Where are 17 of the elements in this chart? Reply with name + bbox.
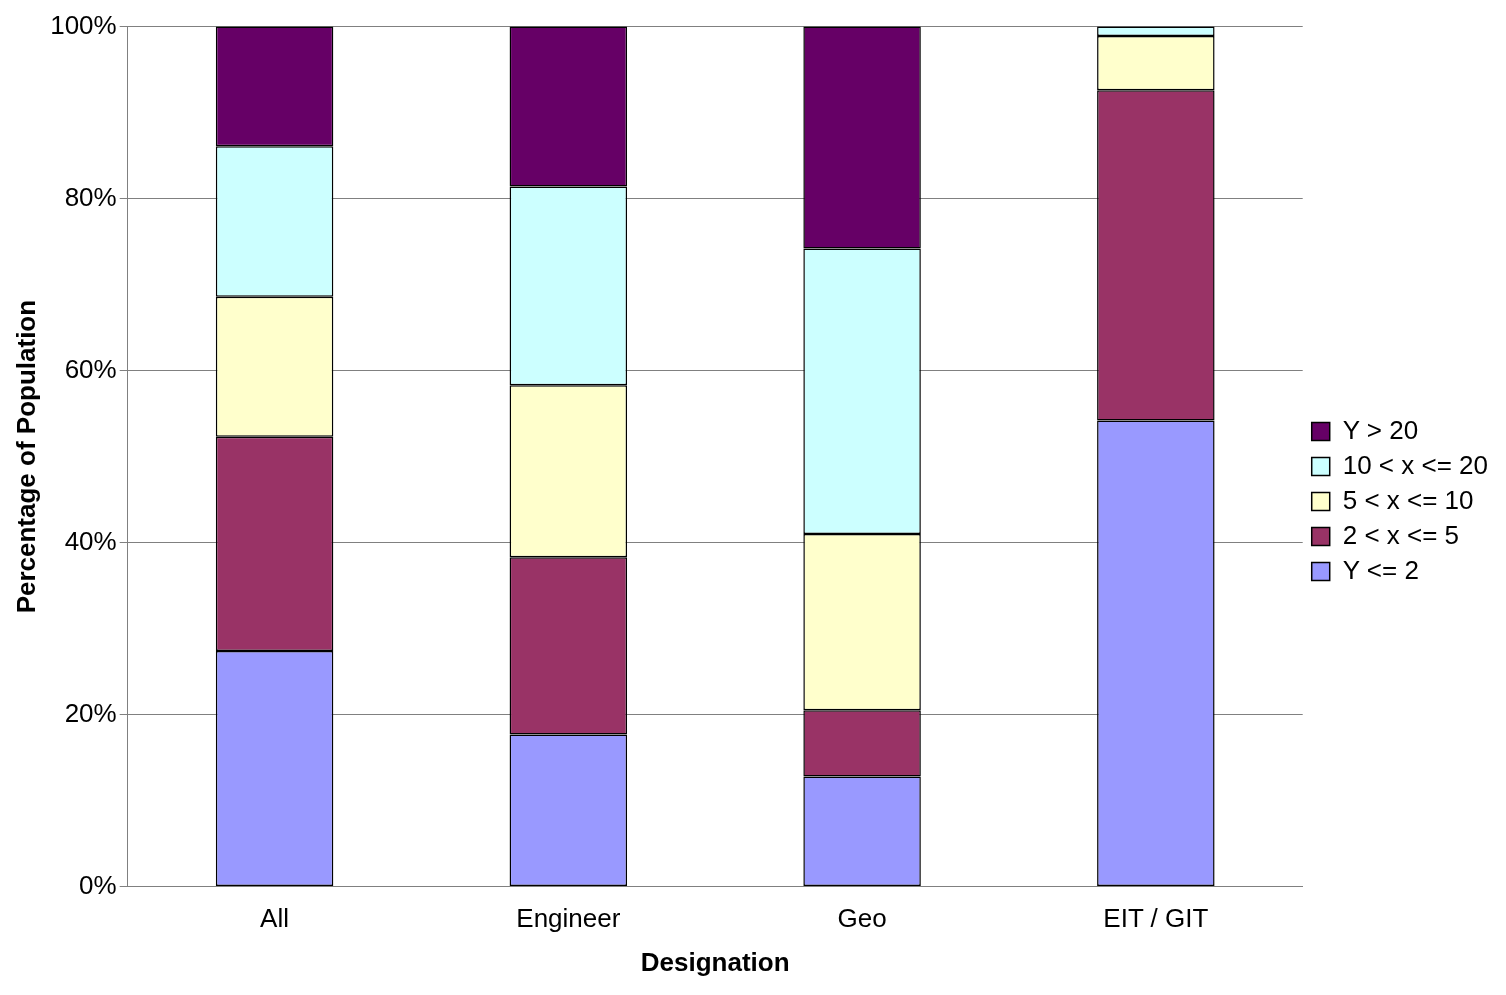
legend-label: Y <= 2 (1342, 554, 1419, 585)
x-tick-label: EIT / GIT (1103, 903, 1209, 934)
y-tick-label: 20% (64, 697, 117, 728)
y-tick-label: 60% (64, 353, 117, 384)
legend-label: 2 < x <= 5 (1342, 519, 1460, 550)
y-tick-label: 40% (64, 525, 117, 556)
legend-label: Y > 20 (1342, 414, 1419, 445)
legend-label: 10 < x <= 20 (1342, 449, 1489, 480)
y-axis-title: Percentage of Population (10, 299, 41, 614)
y-tick-label: 0% (79, 869, 117, 900)
x-axis-title: Designation (640, 946, 790, 977)
y-tick-label: 100% (50, 9, 117, 40)
x-tick-label: Geo (837, 903, 887, 934)
x-tick-label: All (260, 903, 290, 934)
y-tick-label: 80% (64, 181, 117, 212)
x-tick-label: Engineer (516, 903, 621, 934)
legend-label: 5 < x <= 10 (1342, 484, 1474, 515)
